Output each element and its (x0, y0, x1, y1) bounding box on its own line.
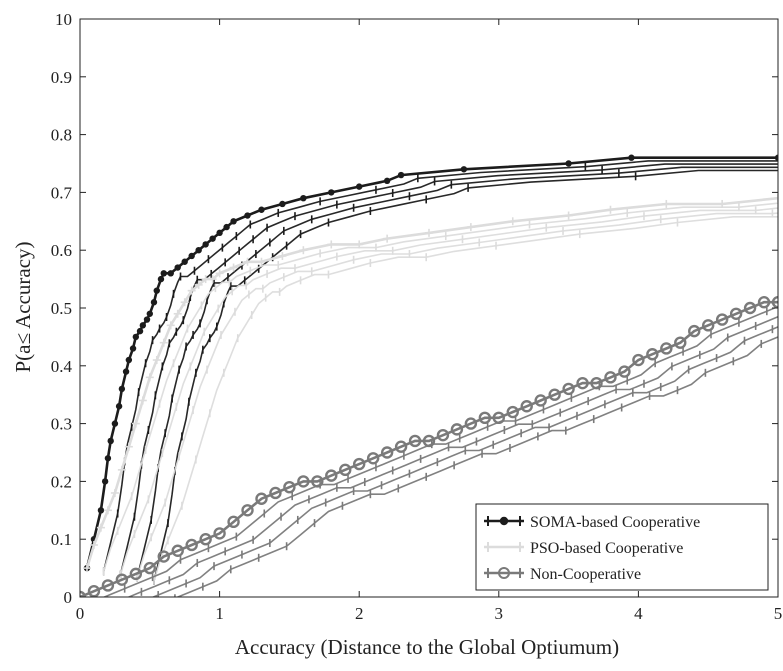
data-point (202, 241, 208, 247)
legend-label: PSO-based Cooperative (530, 540, 683, 557)
data-point (116, 403, 122, 409)
legend-label: Non-Cooperative (530, 566, 641, 583)
data-point (112, 420, 118, 426)
data-point (216, 230, 222, 236)
data-point (244, 212, 250, 218)
data-point (565, 160, 571, 166)
y-tick-label: 0.2 (51, 472, 72, 491)
y-tick-label: 0.9 (51, 68, 72, 87)
x-tick-label: 0 (76, 604, 85, 623)
data-point (147, 311, 153, 317)
x-tick-label: 2 (355, 604, 364, 623)
data-point (98, 507, 104, 513)
data-point (161, 270, 167, 276)
data-point (123, 368, 129, 374)
data-point (195, 247, 201, 253)
data-point (158, 276, 164, 282)
data-point (384, 178, 390, 184)
data-point (154, 287, 160, 293)
data-point (175, 264, 181, 270)
data-point (188, 253, 194, 259)
data-point (209, 235, 215, 241)
y-tick-label: 0.1 (51, 530, 72, 549)
data-point (279, 201, 285, 207)
y-tick-label: 0.5 (51, 299, 72, 318)
data-point (461, 166, 467, 172)
x-tick-label: 5 (774, 604, 783, 623)
data-point (182, 259, 188, 265)
y-tick-label: 0.6 (51, 241, 72, 260)
data-point (102, 478, 108, 484)
data-point (230, 218, 236, 224)
y-tick-label: 0.3 (51, 415, 72, 434)
data-point (126, 357, 132, 363)
data-point (258, 207, 264, 213)
data-point (168, 270, 174, 276)
data-point (356, 183, 362, 189)
legend-label: SOMA-based Cooperative (530, 514, 700, 531)
x-tick-label: 3 (495, 604, 504, 623)
x-axis-title: Accuracy (Distance to the Global Optiumu… (235, 635, 619, 659)
data-point (119, 386, 125, 392)
y-tick-label: 0.8 (51, 126, 72, 145)
data-point (108, 438, 114, 444)
data-point (105, 455, 111, 461)
y-tick-label: 0.4 (51, 357, 73, 376)
data-point (144, 316, 150, 322)
y-tick-label: 0.7 (51, 183, 73, 202)
data-point (223, 224, 229, 230)
y-axis-title: P(a≤ Accuracy) (11, 241, 35, 372)
y-tick-label: 0 (64, 588, 73, 607)
legend-marker (501, 518, 507, 524)
legend: SOMA-based Cooperative PSO-based Cooperat… (476, 504, 768, 590)
y-tick-label: 10 (55, 10, 72, 29)
data-point (133, 334, 139, 340)
data-point (628, 155, 634, 161)
data-point (398, 172, 404, 178)
data-point (300, 195, 306, 201)
data-point (328, 189, 334, 195)
data-point (137, 328, 143, 334)
x-tick-label: 4 (634, 604, 643, 623)
data-point (130, 345, 136, 351)
data-point (140, 322, 146, 328)
x-tick-label: 1 (215, 604, 224, 623)
data-point (151, 299, 157, 305)
